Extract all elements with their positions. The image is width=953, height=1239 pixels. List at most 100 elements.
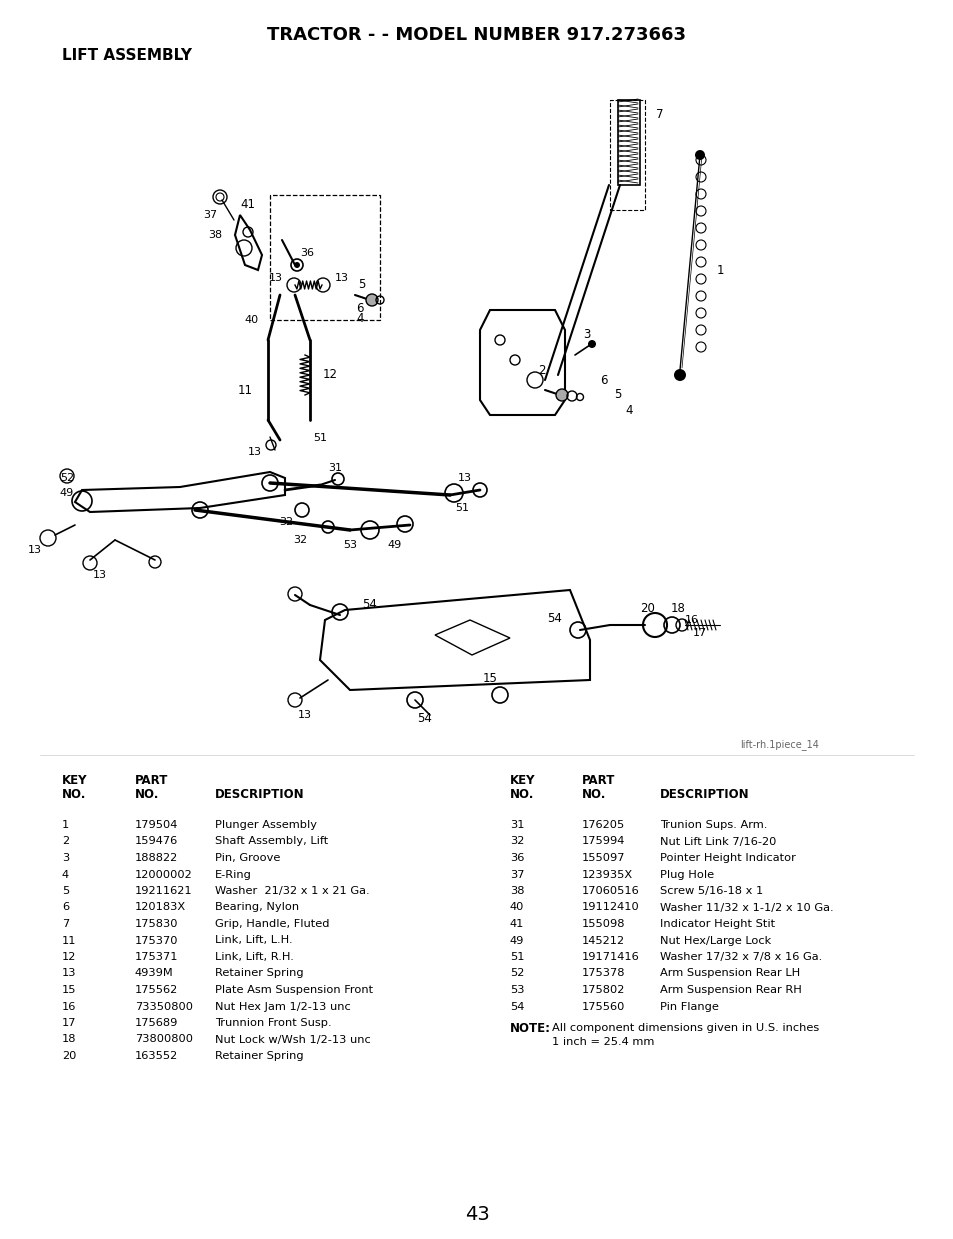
Text: 7: 7 <box>62 919 70 929</box>
Text: Pin Flange: Pin Flange <box>659 1001 719 1011</box>
Text: Retainer Spring: Retainer Spring <box>214 1051 303 1061</box>
Text: 175830: 175830 <box>135 919 178 929</box>
Text: 19112410: 19112410 <box>581 902 639 912</box>
Text: Washer 11/32 x 1-1/2 x 10 Ga.: Washer 11/32 x 1-1/2 x 10 Ga. <box>659 902 833 912</box>
Circle shape <box>695 150 704 160</box>
Text: 13: 13 <box>297 710 312 720</box>
Text: 2: 2 <box>62 836 69 846</box>
Text: 6: 6 <box>599 373 607 387</box>
Text: TRACTOR - - MODEL NUMBER 917.273663: TRACTOR - - MODEL NUMBER 917.273663 <box>267 26 686 45</box>
Text: 54: 54 <box>510 1001 524 1011</box>
Text: Washer  21/32 x 1 x 21 Ga.: Washer 21/32 x 1 x 21 Ga. <box>214 886 369 896</box>
Text: 13: 13 <box>248 447 262 457</box>
Text: Plug Hole: Plug Hole <box>659 870 714 880</box>
Text: 51: 51 <box>455 503 469 513</box>
Text: 175994: 175994 <box>581 836 625 846</box>
Text: 1 inch = 25.4 mm: 1 inch = 25.4 mm <box>552 1037 654 1047</box>
Text: KEY: KEY <box>510 773 535 787</box>
Text: 31: 31 <box>328 463 341 473</box>
Text: 13: 13 <box>457 473 472 483</box>
Text: 54: 54 <box>417 711 432 725</box>
Text: 36: 36 <box>299 248 314 258</box>
Text: NO.: NO. <box>62 788 87 802</box>
Text: 175802: 175802 <box>581 985 625 995</box>
Circle shape <box>556 389 567 401</box>
Text: 16: 16 <box>62 1001 76 1011</box>
Text: 4: 4 <box>355 311 363 325</box>
Text: 175562: 175562 <box>135 985 178 995</box>
Text: Grip, Handle, Fluted: Grip, Handle, Fluted <box>214 919 329 929</box>
Text: KEY: KEY <box>62 773 88 787</box>
Text: 4: 4 <box>62 870 69 880</box>
Text: NOTE:: NOTE: <box>510 1021 551 1035</box>
Text: 145212: 145212 <box>581 935 624 945</box>
Text: 13: 13 <box>269 273 283 282</box>
Text: 159476: 159476 <box>135 836 178 846</box>
Text: 7: 7 <box>656 109 663 121</box>
Text: 1: 1 <box>716 264 723 276</box>
Text: 175371: 175371 <box>135 952 178 961</box>
Text: Plunger Assembly: Plunger Assembly <box>214 820 316 830</box>
Text: 49: 49 <box>60 488 74 498</box>
Text: 17: 17 <box>692 628 706 638</box>
Text: 13: 13 <box>28 545 42 555</box>
Text: Pin, Groove: Pin, Groove <box>214 852 280 864</box>
Text: Nut Hex Jam 1/2-13 unc: Nut Hex Jam 1/2-13 unc <box>214 1001 351 1011</box>
Text: 52: 52 <box>510 969 524 979</box>
Text: 73350800: 73350800 <box>135 1001 193 1011</box>
Text: Arm Suspension Rear LH: Arm Suspension Rear LH <box>659 969 800 979</box>
Text: 38: 38 <box>208 230 222 240</box>
Text: 51: 51 <box>313 432 327 444</box>
Circle shape <box>366 294 377 306</box>
Text: 175560: 175560 <box>581 1001 625 1011</box>
Text: 41: 41 <box>240 198 255 212</box>
Text: 188822: 188822 <box>135 852 178 864</box>
Bar <box>609 100 644 209</box>
Text: 155097: 155097 <box>581 852 625 864</box>
Text: 18: 18 <box>670 601 684 615</box>
Text: 2: 2 <box>537 363 545 377</box>
Circle shape <box>587 339 596 348</box>
Text: DESCRIPTION: DESCRIPTION <box>214 788 304 802</box>
Text: Shaft Assembly, Lift: Shaft Assembly, Lift <box>214 836 328 846</box>
Text: Trunion Sups. Arm.: Trunion Sups. Arm. <box>659 820 766 830</box>
Text: 19211621: 19211621 <box>135 886 193 896</box>
Text: 37: 37 <box>203 209 217 221</box>
Text: 43: 43 <box>464 1206 489 1224</box>
Text: 31: 31 <box>510 820 524 830</box>
Text: 49: 49 <box>388 540 402 550</box>
Text: 54: 54 <box>547 612 562 624</box>
Text: Bearing, Nylon: Bearing, Nylon <box>214 902 299 912</box>
Text: 53: 53 <box>510 985 524 995</box>
Text: Link, Lift, L.H.: Link, Lift, L.H. <box>214 935 293 945</box>
Text: LIFT ASSEMBLY: LIFT ASSEMBLY <box>62 47 192 62</box>
Text: Screw 5/16-18 x 1: Screw 5/16-18 x 1 <box>659 886 762 896</box>
Text: 15: 15 <box>482 672 497 684</box>
Text: 5: 5 <box>614 389 620 401</box>
Text: 36: 36 <box>510 852 524 864</box>
Text: Arm Suspension Rear RH: Arm Suspension Rear RH <box>659 985 801 995</box>
Text: 4: 4 <box>624 404 632 416</box>
Text: 179504: 179504 <box>135 820 178 830</box>
Text: Indicator Height Stit: Indicator Height Stit <box>659 919 774 929</box>
Circle shape <box>294 261 299 268</box>
Text: 6: 6 <box>62 902 69 912</box>
Text: 5: 5 <box>62 886 70 896</box>
Text: 176205: 176205 <box>581 820 624 830</box>
Text: 12000002: 12000002 <box>135 870 193 880</box>
Text: 40: 40 <box>245 315 259 325</box>
Circle shape <box>673 369 685 382</box>
Text: 11: 11 <box>62 935 76 945</box>
Text: DESCRIPTION: DESCRIPTION <box>659 788 749 802</box>
Text: PART: PART <box>135 773 168 787</box>
Text: Plate Asm Suspension Front: Plate Asm Suspension Front <box>214 985 373 995</box>
Text: Nut Hex/Large Lock: Nut Hex/Large Lock <box>659 935 770 945</box>
Text: 175378: 175378 <box>581 969 625 979</box>
Text: Nut Lock w/Wsh 1/2-13 unc: Nut Lock w/Wsh 1/2-13 unc <box>214 1035 371 1044</box>
Text: 6: 6 <box>355 301 363 315</box>
Text: 175370: 175370 <box>135 935 178 945</box>
Text: 20: 20 <box>639 601 655 615</box>
Text: 17060516: 17060516 <box>581 886 639 896</box>
Text: 37: 37 <box>510 870 524 880</box>
Text: Trunnion Front Susp.: Trunnion Front Susp. <box>214 1018 332 1028</box>
